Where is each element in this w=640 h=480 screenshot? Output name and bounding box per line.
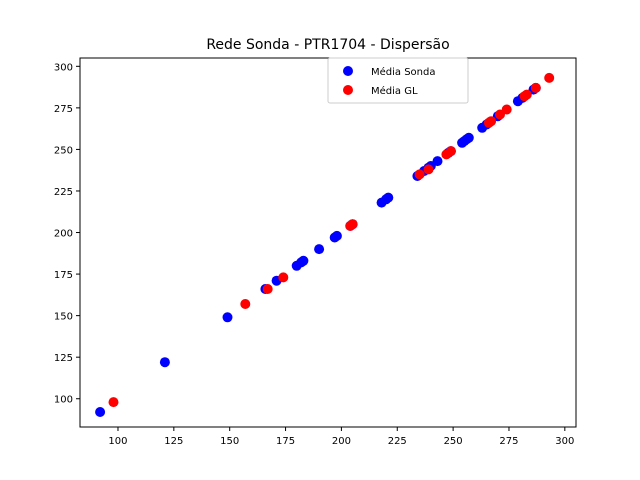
x-tick-label-1: 125 (164, 436, 183, 447)
x-tick-label-6: 250 (444, 436, 463, 447)
sonda-point-10 (331, 230, 342, 241)
x-tick-label-0: 100 (108, 436, 127, 447)
gl-point-6 (414, 169, 425, 180)
x-axis: 100 125 150 175 200 225 250 275 300 (108, 427, 574, 447)
points-layer (95, 72, 555, 417)
y-tick-label-4: 200 (54, 229, 73, 240)
legend-marker-sonda (343, 66, 353, 76)
y-tick-label-0: 100 (54, 395, 73, 406)
sonda-point-20 (432, 156, 443, 167)
gl-point-9 (445, 146, 456, 157)
legend-marker-gl (343, 85, 353, 95)
chart-title: Rede Sonda - PTR1704 - Dispersão (206, 37, 449, 53)
sonda-point-1 (159, 357, 170, 368)
legend-box (327, 57, 469, 104)
legend: Média Sonda Média GL (327, 57, 469, 104)
gl-point-2 (262, 284, 273, 294)
x-tick-label-2: 150 (220, 436, 239, 447)
y-tick-label-3: 175 (54, 270, 73, 281)
legend-label-gl: Média GL (371, 85, 418, 97)
x-tick-label-7: 275 (499, 436, 518, 447)
y-tick-label-8: 300 (54, 62, 73, 73)
x-tick-label-8: 300 (555, 436, 574, 447)
gl-point-5 (347, 219, 358, 230)
gl-point-17 (544, 72, 555, 83)
sonda-point-0 (95, 407, 106, 417)
y-tick-label-2: 150 (54, 312, 73, 323)
x-tick-label-3: 175 (276, 436, 295, 447)
legend-label-sonda: Média Sonda (371, 66, 436, 78)
gl-point-0 (108, 397, 119, 408)
plot-area-frame (79, 57, 577, 428)
gl-point-7 (423, 164, 434, 175)
y-tick-label-5: 225 (54, 187, 73, 198)
y-tick-label-6: 250 (54, 145, 73, 156)
gl-point-16 (530, 82, 541, 93)
x-tick-label-5: 225 (388, 436, 407, 447)
gl-point-1 (240, 299, 251, 309)
sonda-point-15 (383, 192, 394, 203)
gl-point-3 (278, 272, 289, 283)
y-tick-label-7: 275 (54, 104, 73, 115)
gl-point-15 (521, 89, 532, 100)
sonda-point-8 (314, 244, 325, 255)
sonda-point-7 (298, 255, 309, 266)
gl-point-11 (486, 116, 497, 127)
sonda-point-26 (463, 132, 474, 143)
x-tick-label-4: 200 (332, 436, 351, 447)
sonda-point-2 (222, 312, 233, 323)
y-axis: 100 125 150 175 200 225 250 275 300 (54, 62, 80, 406)
y-tick-label-1: 125 (54, 353, 73, 364)
gl-point-13 (501, 104, 512, 115)
